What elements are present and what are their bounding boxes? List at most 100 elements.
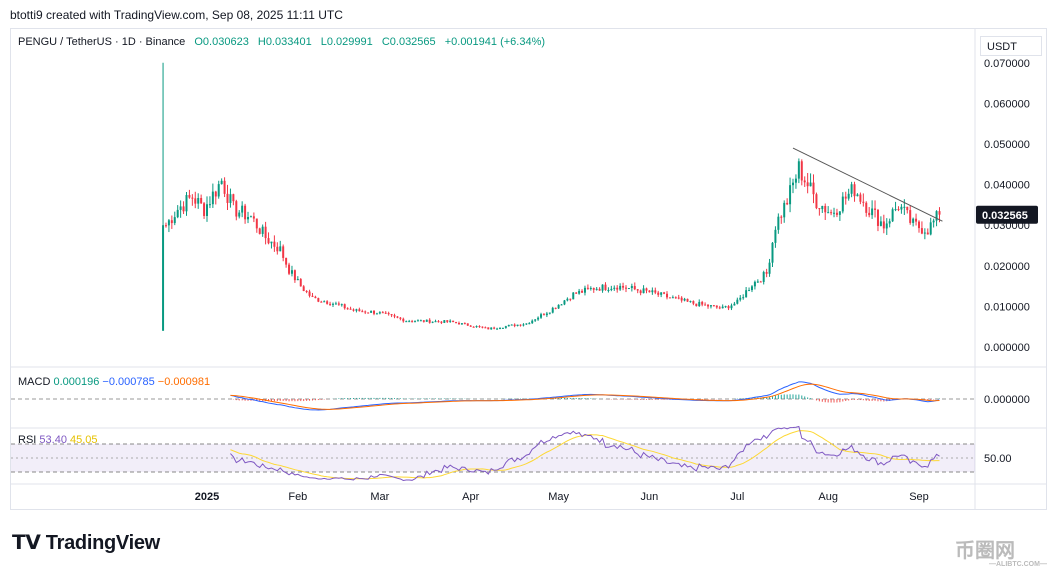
candle-body — [164, 225, 167, 227]
candle-body — [390, 314, 393, 316]
y-tick-label: 0.020000 — [984, 261, 1030, 273]
candle-body — [624, 287, 627, 289]
candle-body — [384, 312, 387, 314]
candle-body — [434, 321, 437, 323]
candle-body — [680, 297, 683, 301]
candle-body — [627, 288, 630, 290]
candle-body — [431, 321, 434, 323]
candle-body — [273, 241, 276, 247]
candle-body — [422, 320, 425, 322]
candle-body — [484, 327, 487, 329]
candle-body — [247, 216, 250, 220]
candle-body — [938, 211, 941, 215]
candle-body — [428, 319, 431, 323]
candle-body — [739, 297, 742, 300]
candle-body — [378, 312, 381, 314]
candle-body — [833, 212, 836, 214]
candle-body — [285, 257, 288, 265]
candle-body — [170, 220, 173, 224]
candle-body — [270, 241, 273, 244]
candle-body — [589, 288, 592, 290]
candle-body — [827, 212, 830, 214]
macd-hist-value: 0.000196 — [53, 376, 100, 388]
x-tick-label: Feb — [288, 491, 307, 503]
candle-body — [522, 324, 525, 326]
candle-body — [279, 246, 282, 252]
candle-body — [208, 204, 211, 206]
candle-body — [185, 195, 188, 212]
candle-body — [797, 161, 800, 179]
candle-body — [803, 180, 806, 183]
candle-body — [759, 281, 762, 283]
ohlc-open: O0.030623 — [194, 36, 249, 48]
candle-body — [894, 209, 897, 211]
candle-body — [835, 212, 838, 215]
candle-body — [542, 314, 545, 316]
macd-signal-value: −0.000981 — [157, 376, 211, 388]
candle-body — [308, 291, 311, 296]
candle-body — [841, 196, 844, 212]
macd-legend: MACD 0.000196 −0.000785 −0.000981 — [18, 376, 210, 388]
candle-body — [727, 306, 730, 309]
candle-body — [730, 305, 733, 309]
currency-selector[interactable]: USDT — [980, 36, 1042, 56]
candle-body — [660, 292, 663, 295]
candle-body — [346, 308, 349, 310]
candle-body — [173, 217, 176, 224]
candle-body — [882, 221, 885, 229]
candle-body — [789, 185, 792, 205]
candle-body — [288, 264, 291, 274]
candle-body — [912, 218, 915, 223]
candle-body — [557, 304, 560, 309]
candle-body — [554, 307, 557, 309]
candle-body — [651, 290, 654, 293]
candle-body — [329, 303, 332, 305]
candle-body — [399, 317, 402, 319]
candle-body — [689, 301, 692, 303]
candle-body — [496, 328, 499, 330]
symbol-name[interactable]: PENGU / TetherUS · 1D · Binance — [18, 36, 186, 48]
candle-body — [742, 297, 745, 299]
candle-body — [780, 216, 783, 218]
candle-body — [774, 229, 777, 243]
candle-body — [686, 298, 689, 302]
x-tick-label: 2025 — [195, 491, 219, 503]
candle-body — [865, 202, 868, 213]
y-tick-label: 0.060000 — [984, 98, 1030, 110]
candle-body — [786, 202, 789, 205]
candle-body — [334, 303, 337, 305]
candle-body — [416, 320, 419, 322]
candle-body — [642, 288, 645, 294]
candle-body — [419, 320, 422, 322]
candle-body — [777, 216, 780, 230]
candle-body — [806, 182, 809, 187]
candle-body — [701, 301, 704, 305]
candle-body — [783, 202, 786, 218]
candle-body — [683, 298, 686, 301]
candle-body — [815, 194, 818, 209]
candle-body — [756, 281, 759, 283]
candle-body — [622, 285, 625, 288]
rsi-ma-value: 45.05 — [70, 434, 98, 446]
candle-body — [750, 286, 753, 291]
candle-body — [352, 309, 355, 311]
candle-body — [768, 262, 771, 274]
ohlc-low: L0.029991 — [320, 36, 373, 48]
candle-body — [748, 290, 751, 292]
candle-body — [238, 212, 241, 217]
candle-body — [425, 319, 428, 322]
candle-body — [885, 223, 888, 229]
credit-text: btotti9 created with TradingView.com, Se… — [10, 8, 343, 22]
tv-logo-icon: 𝗧𝗩 — [12, 532, 46, 554]
candle-body — [361, 311, 364, 313]
candle-body — [370, 310, 373, 313]
tradingview-logo[interactable]: 𝗧𝗩 TradingView — [12, 530, 160, 555]
candle-body — [733, 303, 736, 306]
candle-body — [862, 201, 865, 203]
candle-body — [182, 206, 185, 212]
candle-body — [355, 309, 358, 311]
candle-body — [460, 323, 463, 325]
candle-body — [537, 317, 540, 320]
candle-body — [249, 216, 252, 218]
